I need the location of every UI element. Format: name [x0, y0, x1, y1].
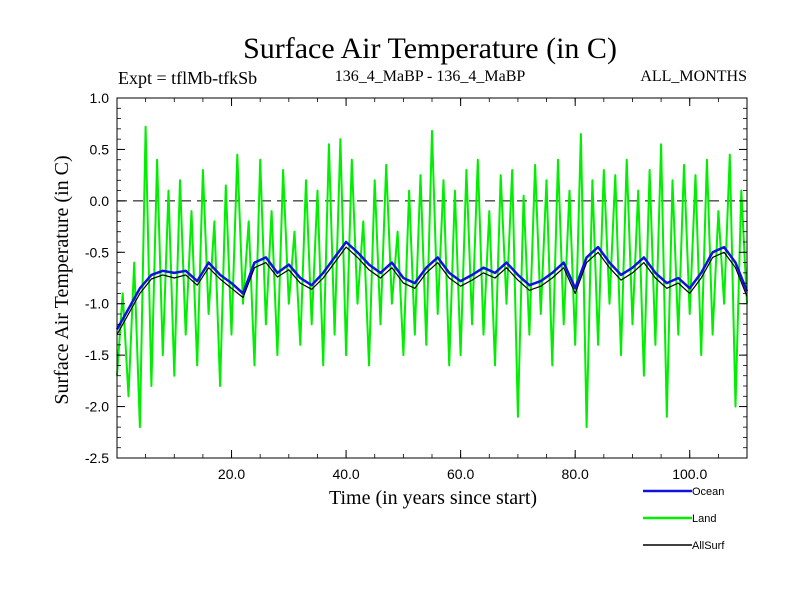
y-tick-label: -2.0	[85, 399, 109, 415]
y-tick-label: 0.0	[90, 193, 110, 209]
legend-label-ocean: Ocean	[692, 486, 724, 498]
legend-label-allsurf: AllSurf	[692, 540, 725, 552]
y-tick-label: -1.0	[85, 296, 109, 312]
x-tick-label: 40.0	[332, 466, 359, 482]
legend: Ocean Land AllSurf	[643, 486, 725, 552]
x-tick-label: 80.0	[562, 466, 589, 482]
chart-title: Surface Air Temperature (in C)	[243, 32, 617, 65]
months-label: ALL_MONTHS	[640, 68, 747, 85]
x-tick-label: 20.0	[218, 466, 245, 482]
y-tick-label: -0.5	[85, 244, 109, 260]
series-line-allsurf	[116, 246, 748, 335]
series-line-land	[116, 125, 748, 429]
x-tick-label: 60.0	[447, 466, 474, 482]
legend-label-land: Land	[692, 513, 716, 525]
plot-area: 1.0 0.5 0.0 -0.5 -1.0 -1.5 -2.0 -2.5 20.0 40.0 60.…	[85, 90, 749, 482]
x-axis-label: Time (in years since start)	[329, 487, 537, 509]
y-axis-label: Surface Air Temperature (in C)	[51, 155, 73, 404]
y-tick-label: -2.5	[85, 450, 109, 466]
series-line-ocean	[115, 240, 749, 331]
comparison-label: 136_4_MaBP - 136_4_MaBP	[335, 68, 526, 85]
x-tick-label: 100.0	[672, 466, 707, 482]
experiment-label: Expt = tflMb-tfkSb	[118, 68, 257, 88]
y-tick-label: -1.5	[85, 347, 109, 363]
y-tick-label: 0.5	[90, 141, 110, 157]
y-tick-label: 1.0	[90, 90, 110, 106]
